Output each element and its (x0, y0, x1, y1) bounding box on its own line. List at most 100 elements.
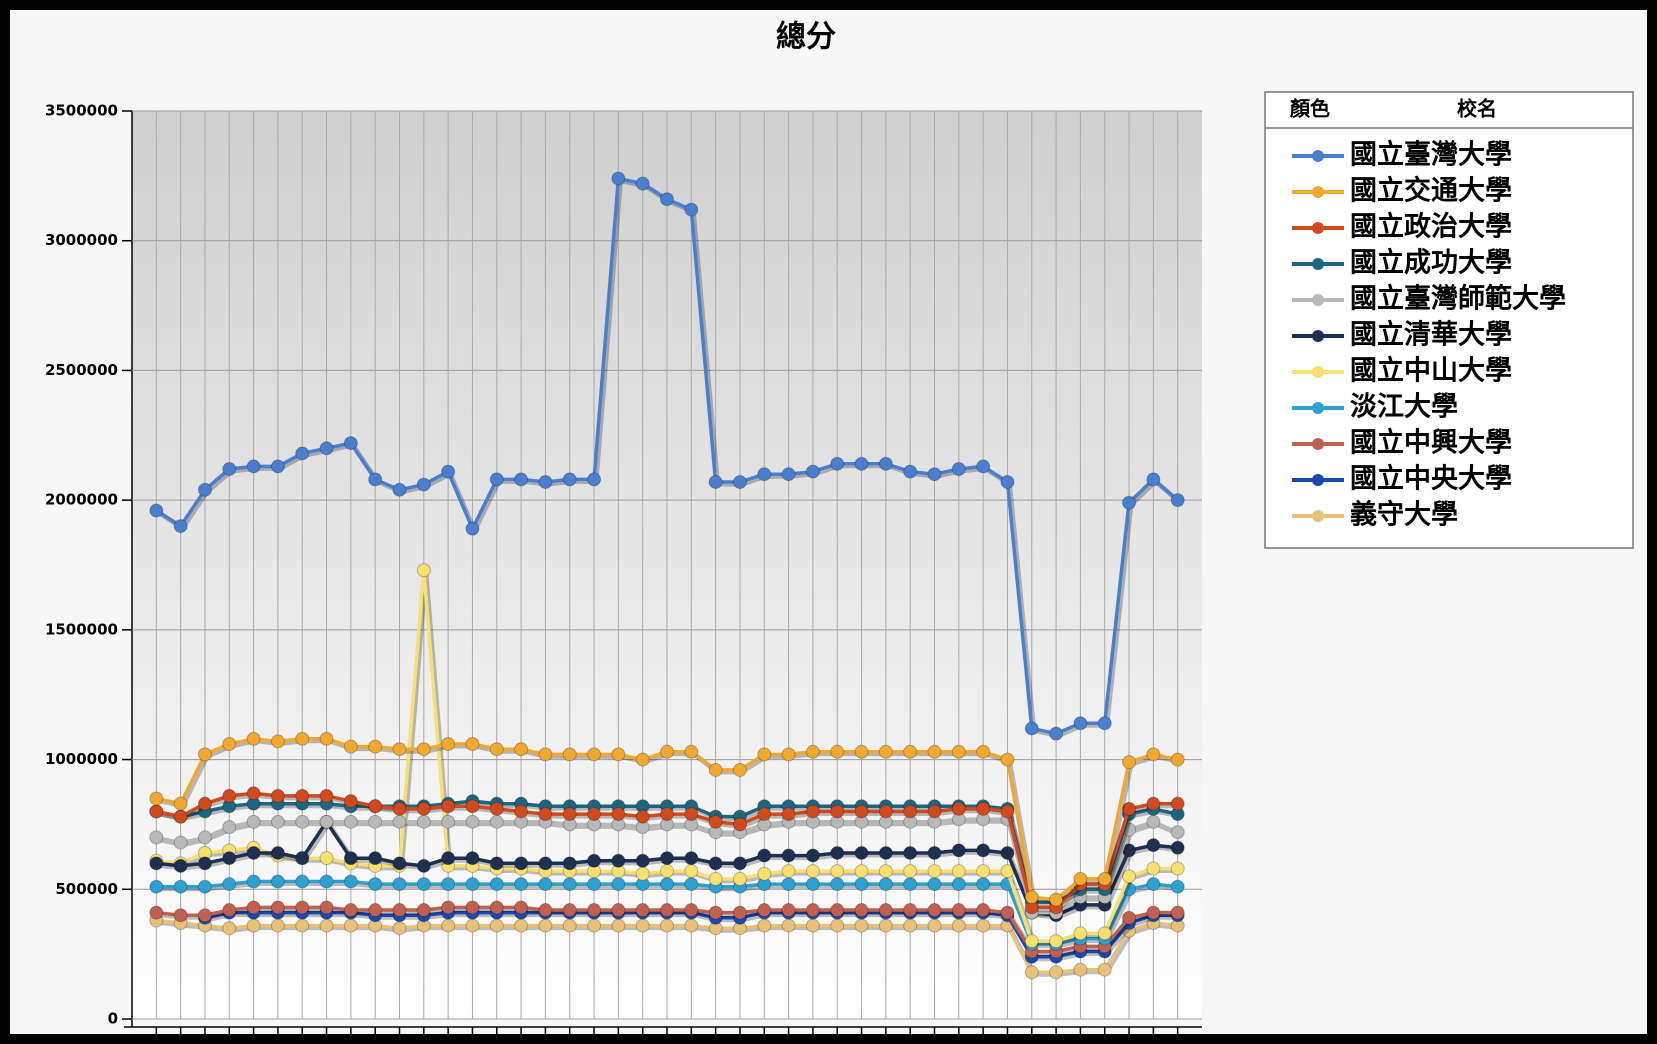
marker (1170, 825, 1185, 840)
legend-label: 國立中山大學 (1350, 355, 1512, 387)
marker (222, 788, 237, 803)
marker (246, 845, 261, 860)
marker (246, 874, 261, 889)
marker (319, 814, 334, 829)
marker (732, 871, 747, 886)
marker (903, 804, 918, 819)
marker (562, 877, 577, 892)
marker (295, 874, 310, 889)
marker (732, 817, 747, 832)
marker (1024, 890, 1039, 905)
legend-marker (1312, 366, 1324, 378)
y-tick-label: 0 (108, 1010, 118, 1028)
marker (343, 794, 358, 809)
marker (319, 731, 334, 746)
series (149, 563, 1185, 949)
marker (246, 731, 261, 746)
marker (295, 814, 310, 829)
legend-marker (1312, 222, 1324, 234)
marker (660, 192, 674, 207)
marker (684, 744, 699, 759)
marker (951, 462, 966, 477)
marker (611, 747, 626, 762)
marker (684, 864, 699, 879)
marker (197, 830, 212, 845)
marker (197, 908, 212, 923)
marker (441, 851, 456, 866)
marker (830, 918, 845, 933)
marker (732, 856, 747, 871)
marker (660, 864, 674, 879)
marker (1000, 804, 1015, 819)
marker (976, 459, 991, 474)
marker (295, 446, 310, 461)
marker (222, 877, 237, 892)
marker (660, 851, 674, 866)
marker (611, 853, 626, 868)
marker (489, 742, 504, 757)
marker (684, 202, 699, 217)
series (149, 786, 1185, 915)
marker (392, 903, 407, 918)
marker (197, 879, 212, 894)
marker (538, 918, 553, 933)
marker (635, 918, 650, 933)
marker (976, 843, 991, 858)
marker (562, 903, 577, 918)
marker (757, 807, 772, 822)
marker (270, 918, 285, 933)
marker (878, 877, 893, 892)
marker (878, 864, 893, 879)
marker (343, 851, 358, 866)
marker (757, 903, 772, 918)
marker (270, 788, 285, 803)
marker (1097, 926, 1112, 941)
marker (732, 762, 747, 777)
marker (465, 851, 480, 866)
marker (416, 563, 431, 578)
marker (708, 762, 723, 777)
marker (976, 801, 991, 816)
marker (295, 731, 310, 746)
marker (222, 737, 237, 752)
marker (732, 474, 747, 489)
y-tick-label: 500000 (55, 880, 118, 898)
marker (854, 456, 869, 471)
y-tick-label: 3500000 (45, 102, 118, 120)
legend-marker (1312, 294, 1324, 306)
series (149, 900, 1185, 959)
marker (562, 472, 577, 487)
marker (1170, 905, 1185, 920)
marker (781, 848, 796, 863)
marker (270, 459, 285, 474)
marker (951, 744, 966, 759)
marker (441, 464, 456, 479)
marker (562, 807, 577, 822)
marker (441, 918, 456, 933)
marker (319, 441, 334, 456)
series (149, 731, 1185, 907)
marker (246, 900, 261, 915)
legend-label: 國立中興大學 (1350, 427, 1512, 459)
marker (805, 864, 820, 879)
marker (197, 482, 212, 497)
marker (465, 799, 480, 814)
marker (757, 747, 772, 762)
marker (319, 900, 334, 915)
marker (611, 903, 626, 918)
marker (878, 744, 893, 759)
marker (441, 900, 456, 915)
marker (587, 853, 602, 868)
marker (878, 804, 893, 819)
marker (976, 864, 991, 879)
marker (173, 908, 188, 923)
legend-marker (1312, 150, 1324, 162)
marker (903, 903, 918, 918)
marker (854, 845, 869, 860)
marker (1024, 965, 1039, 980)
marker (149, 804, 164, 819)
marker (660, 918, 674, 933)
marker (514, 804, 529, 819)
marker (514, 877, 529, 892)
marker (684, 918, 699, 933)
